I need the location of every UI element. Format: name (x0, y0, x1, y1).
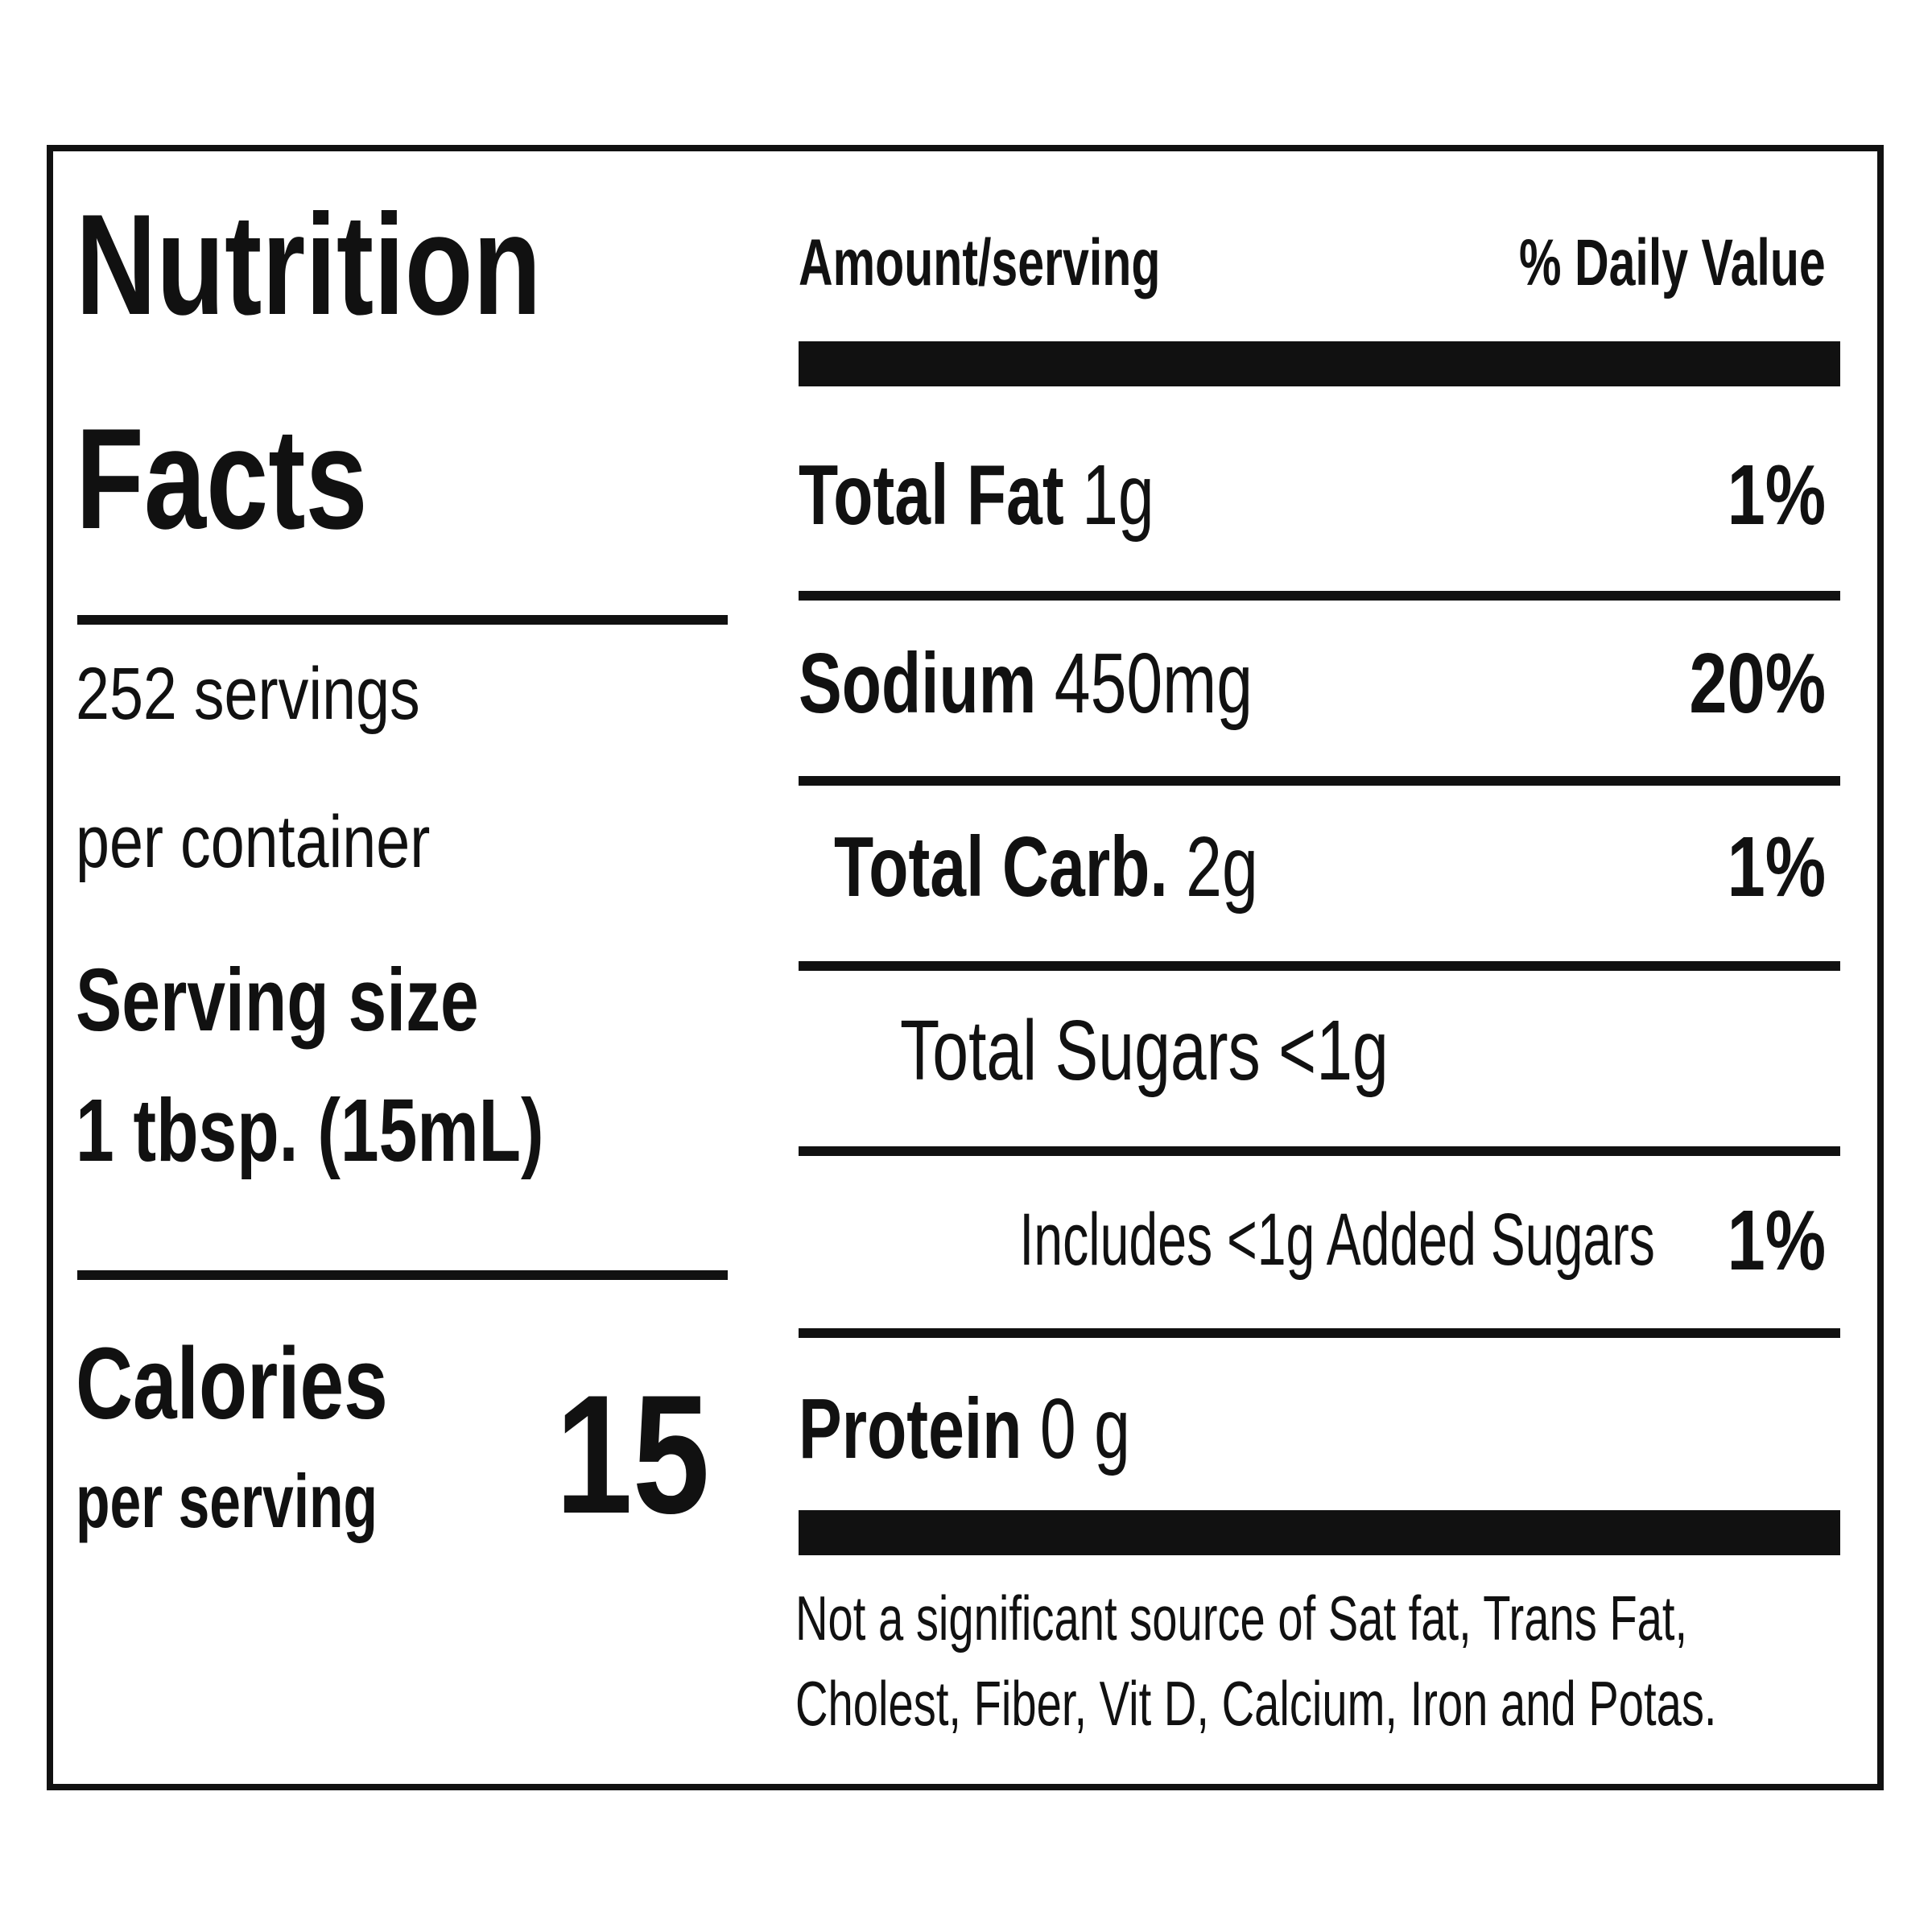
divider-total-carb (799, 961, 1840, 971)
dv-sodium: 20% (1689, 636, 1826, 731)
nutrient-sodium: Sodium 450mg (799, 636, 1253, 731)
nutrient-total-sugars: Total Sugars <1g (900, 1003, 1389, 1098)
nutrient-protein: Protein 0 g (799, 1381, 1130, 1476)
nutrient-total-fat: Total Fat 1g (799, 448, 1154, 543)
title-nutrition: Nutrition (76, 184, 542, 345)
nutrition-facts-panel (47, 145, 1884, 1790)
header-amount-per-serving: Amount/serving (799, 226, 1161, 299)
footnote-line1: Not a significant source of Sat fat, Tra… (795, 1583, 1688, 1653)
divider-total-sugars (799, 1146, 1840, 1156)
servings-per-container-line1: 252 servings (76, 653, 420, 735)
divider-added-sugars (799, 1328, 1840, 1338)
calories-per-serving-label: per serving (76, 1459, 378, 1543)
title-facts: Facts (76, 398, 368, 559)
divider-left-2 (77, 1270, 728, 1280)
dv-total-carb: 1% (1727, 819, 1826, 914)
thick-bar-bottom (799, 1510, 1840, 1555)
thick-bar-top (799, 341, 1840, 386)
nutrient-added-sugars: Includes <1g Added Sugars (1019, 1199, 1655, 1281)
nutrient-total-carb: Total Carb. 2g (834, 819, 1258, 914)
calories-value: 15 (555, 1360, 710, 1549)
serving-size-value: 1 tbsp. (15mL) (76, 1081, 544, 1180)
header-daily-value: % Daily Value (1519, 226, 1826, 299)
calories-label: Calories (76, 1327, 388, 1440)
dv-total-fat: 1% (1727, 448, 1826, 543)
divider-sodium (799, 776, 1840, 786)
divider-total-fat (799, 591, 1840, 601)
divider-left-1 (77, 615, 728, 625)
dv-added-sugars: 1% (1727, 1193, 1826, 1288)
serving-size-label: Serving size (76, 951, 479, 1050)
servings-per-container-line2: per container (76, 801, 431, 883)
footnote-line2: Cholest, Fiber, Vit D, Calcium, Iron and… (795, 1668, 1717, 1739)
